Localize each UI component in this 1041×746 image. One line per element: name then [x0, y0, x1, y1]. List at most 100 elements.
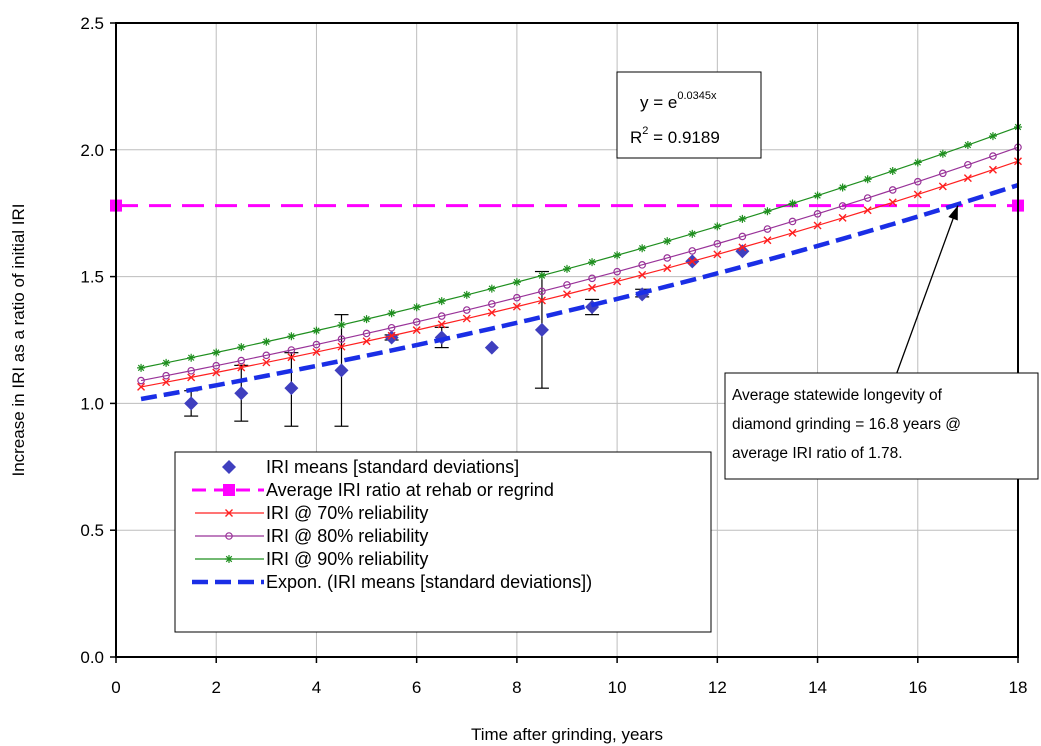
series-point [487, 308, 496, 317]
legend-marker [225, 532, 233, 540]
trendline [140, 182, 1019, 402]
series-line [140, 146, 1019, 382]
mean-point [484, 340, 499, 355]
series-point [237, 356, 246, 365]
series-3 [137, 143, 1022, 385]
series-point [162, 378, 171, 387]
x-tick-label: 18 [1009, 678, 1028, 697]
series-point [162, 358, 171, 367]
legend-label: IRI @ 70% reliability [266, 503, 428, 523]
y-tick-label: 0.0 [80, 648, 104, 667]
series-point [688, 229, 697, 238]
series-point [462, 314, 471, 323]
series-point [939, 169, 947, 178]
series-point [287, 353, 296, 362]
x-tick-label: 8 [512, 678, 521, 697]
series-point [988, 165, 997, 174]
annotation-line-3: average IRI ratio of 1.78. [732, 445, 903, 462]
series-point [788, 199, 797, 208]
series-point [187, 373, 196, 382]
trendline-equation-box: y = e0.0345x R2 = 0.9189 [616, 71, 762, 159]
annotation-arrowhead [948, 205, 958, 221]
series-point [487, 284, 496, 293]
series-line [140, 126, 1019, 369]
series-point [738, 232, 747, 241]
x-tick-label: 16 [908, 678, 927, 697]
annotation-arrow [894, 205, 959, 379]
y-tick-label: 2.5 [80, 14, 104, 33]
series-point [537, 271, 546, 280]
series-point [412, 318, 421, 326]
y-tick-label: 2.0 [80, 141, 104, 160]
annotation-line-1: Average statewide longevity of [732, 387, 943, 404]
series-point [788, 228, 797, 237]
series-point [713, 222, 722, 231]
series-point [763, 207, 772, 216]
series-point [588, 274, 596, 283]
series-point [663, 264, 672, 273]
series-point [838, 183, 847, 192]
series-point [813, 191, 822, 200]
series-point [788, 217, 797, 226]
series-point [663, 237, 672, 246]
x-tick-label: 14 [808, 678, 827, 697]
series-point [638, 270, 647, 279]
series-point [763, 236, 772, 245]
annotation-line-2: diamond grinding = 16.8 years @ [732, 416, 961, 433]
series-point [437, 312, 446, 320]
longevity-annotation: Average statewide longevity of diamond g… [724, 205, 1039, 480]
series-4 [137, 122, 1022, 372]
series-point [513, 293, 521, 302]
mean-point [234, 386, 249, 401]
series-point [663, 254, 672, 262]
legend-item: Expon. (IRI means [standard deviations]) [192, 572, 592, 592]
series-point [888, 198, 897, 207]
plot-area-border [115, 22, 1019, 658]
legend-label: IRI @ 80% reliability [266, 526, 428, 546]
series-point [337, 320, 346, 329]
r-squared-text: R2 = 0.9189 [630, 125, 720, 147]
y-tick-label: 0.5 [80, 521, 104, 540]
x-tick-label: 10 [608, 678, 627, 697]
series-point [713, 239, 722, 248]
series-2 [137, 157, 1022, 391]
series-point [162, 371, 170, 380]
series-point [563, 264, 571, 273]
series-point [362, 329, 371, 338]
series-point [312, 340, 321, 349]
series-point [738, 214, 747, 223]
series-line [140, 160, 1019, 388]
series-point [462, 290, 471, 299]
series-point [913, 158, 922, 167]
x-tick-label: 0 [111, 678, 120, 697]
mean-point [534, 322, 549, 337]
series-point [588, 283, 597, 292]
series-point [387, 323, 396, 332]
legend-item: IRI @ 80% reliability [195, 526, 428, 546]
series-1 [110, 199, 1024, 212]
equation-text: y = e0.0345x [640, 90, 717, 112]
legend-label: IRI means [standard deviations] [266, 457, 519, 477]
series-point [613, 277, 622, 286]
series-point [187, 366, 195, 375]
series-point [863, 206, 872, 215]
series-point [488, 300, 496, 308]
series-point [337, 342, 346, 351]
legend-item: IRI @ 90% reliability [195, 549, 428, 569]
series-point [262, 351, 271, 360]
series-point [212, 348, 221, 357]
series-point [938, 149, 947, 158]
series-point [763, 225, 772, 233]
series-point [913, 177, 922, 186]
series-point [337, 335, 346, 343]
series-point [563, 281, 571, 289]
series-point [563, 290, 571, 299]
series-point [938, 182, 947, 191]
series-point [738, 243, 747, 252]
x-tick-label: 6 [412, 678, 421, 697]
series-point [688, 247, 697, 255]
series-point [963, 174, 972, 183]
series-point [137, 376, 145, 385]
x-tick-label: 12 [708, 678, 727, 697]
